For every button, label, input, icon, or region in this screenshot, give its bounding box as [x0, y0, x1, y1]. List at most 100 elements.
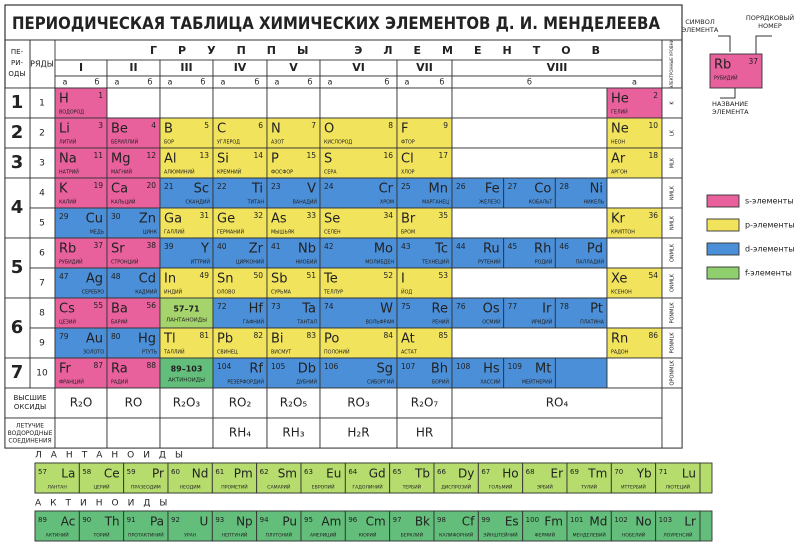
element-symbol: Cd — [139, 272, 156, 287]
legend-label: f-элементы — [745, 269, 792, 278]
element-name: КАЛИЙ — [59, 199, 77, 206]
element-symbol: Ca — [111, 182, 128, 197]
element-symbol: He — [611, 92, 629, 107]
element-symbol: Yb — [636, 467, 652, 481]
element-name: ТОРИЙ — [92, 532, 109, 539]
cell-box — [606, 87, 663, 119]
element-number: 85 — [438, 331, 448, 340]
shells-label: ЭЛЕКТРОННЫЕ УРОВНИ — [669, 39, 674, 88]
element-symbol: Bi — [271, 332, 284, 347]
element-symbol: Ar — [611, 152, 626, 167]
subgroup-label: а — [115, 78, 120, 87]
element-symbol: Md — [589, 515, 607, 529]
element-number: 52 — [383, 271, 393, 280]
element-name: МАРГАНЕЦ — [422, 200, 449, 206]
element-symbol: Ti — [251, 182, 263, 197]
oxide-formula: RO₃ — [347, 396, 370, 410]
element-name: ИТТРИЙ — [190, 259, 210, 266]
element-symbol: Zr — [249, 242, 264, 257]
element-number: 109 — [508, 362, 523, 371]
element-name: РУБИДИЙ — [59, 259, 83, 266]
element-name: АРГОН — [611, 170, 628, 176]
subgroup-label: б — [385, 78, 390, 87]
element-symbol: U — [200, 515, 209, 529]
element-number: 77 — [508, 302, 518, 311]
element-name: ХАССИЙ — [480, 379, 501, 386]
element-name: ОЛОВО — [217, 290, 235, 296]
element-number: 1 — [98, 91, 103, 100]
element-number: 88 — [146, 361, 156, 370]
element-name: СЕРА — [324, 170, 337, 176]
cell-box — [212, 417, 268, 449]
cell-box — [319, 327, 398, 359]
element-symbol: Lr — [684, 515, 696, 529]
element-symbol: Rb — [59, 242, 76, 257]
hydride-formula: HR — [416, 426, 433, 440]
cell-box — [212, 87, 268, 119]
element-number: 84 — [383, 331, 393, 340]
element-name: ТУЛИЙ — [580, 484, 597, 491]
cell-box — [344, 510, 391, 542]
hydride-formula: RH₄ — [229, 426, 251, 440]
cell-box — [212, 237, 268, 269]
element-number: 12 — [146, 151, 156, 160]
element-symbol: Ga — [164, 212, 182, 227]
subgroup-label: б — [255, 78, 260, 87]
element-name: ТАЛЛИЙ — [163, 349, 185, 356]
element-name: БОР — [164, 140, 174, 146]
shell-letters: NMLK — [670, 215, 676, 230]
element-symbol: Ra — [111, 362, 128, 377]
oxide-formula: R₂O₅ — [280, 396, 308, 410]
element-number: 49 — [199, 271, 209, 280]
label: ВОДОРОДНЫЕ — [8, 430, 53, 437]
element-symbol: Hg — [138, 332, 156, 347]
element-name: РАДИЙ — [111, 379, 129, 386]
element-name: СУРЬМА — [271, 290, 292, 296]
element-name: ФРАНЦИЙ — [59, 379, 84, 386]
element-symbol: Th — [104, 515, 120, 529]
element-number: 62 — [260, 468, 269, 476]
element-name: НЕПТУНИЙ — [222, 532, 248, 539]
element-symbol: Rb — [714, 58, 731, 73]
cell-box — [396, 417, 453, 449]
element-number: 81 — [199, 331, 209, 340]
oxide-formula: RO — [125, 396, 143, 410]
element-name: АМЕРИЦИЙ — [310, 532, 337, 539]
element-number: 4 — [151, 121, 156, 130]
period-number: 2 — [11, 122, 24, 143]
shell-letters: ONMLK — [670, 243, 676, 262]
element-number: 57 — [38, 468, 47, 476]
element-number: 19 — [93, 181, 103, 190]
element-name: МОЛИБДЕН — [365, 260, 394, 266]
element-symbol: Tl — [163, 332, 176, 347]
element-number: 32 — [253, 211, 263, 220]
cell-box — [159, 297, 214, 329]
element-name: ТИТАН — [247, 200, 265, 206]
cell-box — [477, 510, 524, 542]
element-range: 89–103 — [171, 365, 203, 374]
subgroup-label: б — [440, 78, 445, 87]
element-number: 18 — [648, 151, 658, 160]
element-number: 90 — [82, 516, 91, 524]
arrow — [718, 35, 731, 52]
label: СИМВОЛ — [685, 18, 715, 26]
oxide-formula: R₂O — [70, 396, 93, 410]
element-name: ЦИНК — [143, 230, 158, 236]
element-number: 25 — [401, 182, 411, 191]
cell-box — [451, 237, 505, 269]
element-number: 70 — [614, 468, 623, 476]
element-number: 89 — [38, 516, 47, 524]
element-symbol: Sm — [278, 467, 297, 481]
oxide-formula: R₂O₇ — [411, 396, 439, 410]
element-name: РОДИЙ — [535, 259, 553, 266]
label: ЭЛЕМЕНТА — [712, 108, 749, 116]
element-number: 14 — [253, 151, 263, 160]
element-name: ФТОР — [401, 140, 415, 146]
element-symbol: Np — [236, 515, 253, 529]
element-name: БЕРКЛИЙ — [401, 532, 423, 539]
element-number: 40 — [217, 242, 227, 251]
label: НОМЕР — [758, 22, 782, 30]
element-symbol: Tm — [587, 467, 607, 481]
element-number: 10 — [648, 121, 658, 130]
